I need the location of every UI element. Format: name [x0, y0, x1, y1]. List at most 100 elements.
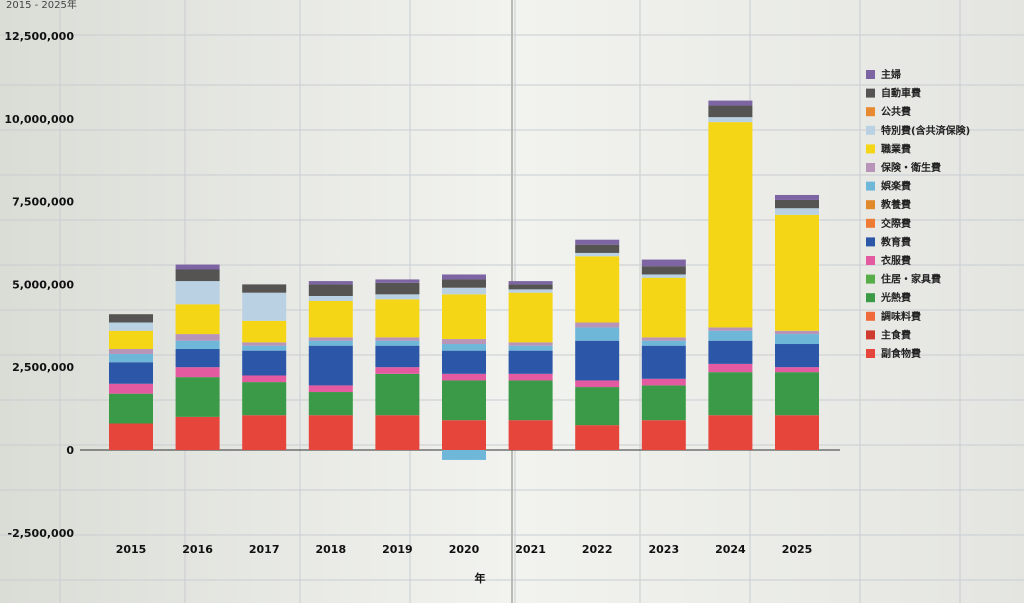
bar-segment: [508, 292, 553, 343]
bar-segment: [775, 367, 819, 373]
legend-label: 職業費: [881, 142, 911, 155]
bar-segment: [442, 373, 486, 381]
bar-segment: [109, 423, 153, 450]
bar-segment: [109, 330, 153, 349]
legend-label: 調味料費: [881, 310, 921, 323]
bar-segment: [575, 256, 620, 323]
bar-segment: [508, 380, 553, 421]
bar-segment: [375, 373, 420, 416]
bar-segment: [775, 199, 819, 209]
bar-segment: [109, 362, 153, 384]
bar-segment: [308, 385, 353, 393]
header-fragment: 2015 - 2025年: [6, 0, 77, 11]
bar-segment: [175, 264, 220, 270]
y-tick-label: 7,500,000: [12, 196, 74, 209]
bar-segment: [641, 337, 686, 341]
bar-segment: [775, 208, 819, 215]
bar-segment: [375, 340, 420, 346]
bar-segment: [442, 350, 486, 374]
bar-segment: [708, 117, 753, 123]
bar-segment: [175, 340, 220, 349]
legend-swatch: [866, 125, 875, 135]
legend-swatch: [866, 107, 875, 117]
bar-segment: [775, 344, 819, 368]
y-tick-label: 0: [66, 444, 74, 457]
bar-segment: [175, 377, 220, 417]
bar-segment: [708, 372, 753, 416]
y-tick-label: -2,500,000: [8, 527, 75, 540]
bar-segment: [575, 327, 620, 341]
legend-label: 公共費: [881, 105, 911, 118]
y-tick-label: 12,500,000: [4, 30, 74, 43]
bar-segment: [308, 284, 353, 296]
bar-segment: [708, 122, 753, 328]
legend-swatch: [866, 237, 875, 247]
x-tick-label: 2022: [582, 543, 613, 556]
bar-segment: [442, 287, 486, 295]
bar-segment: [508, 281, 553, 285]
bar-segment: [641, 277, 686, 338]
legend-swatch: [866, 70, 875, 79]
x-tick-label: 2025: [782, 543, 813, 556]
bar-segment: [442, 344, 486, 351]
bar-segment: [175, 348, 220, 368]
x-tick-label: 2021: [515, 543, 546, 556]
bar-segment: [242, 350, 287, 376]
legend-label: 自動車費: [881, 87, 921, 100]
bar-segment: [641, 340, 686, 346]
legend-label: 主婦: [881, 68, 901, 81]
bar-segment: [508, 350, 553, 374]
bar-segment: [375, 367, 420, 374]
bar-segment: [708, 330, 753, 341]
bar-segment: [242, 284, 287, 293]
bar-segment: [775, 194, 819, 200]
legend-label: 衣服費: [881, 254, 911, 267]
bar-segment: [175, 281, 220, 305]
legend-label: 主食費: [881, 328, 911, 341]
bar-segment: [708, 327, 753, 331]
x-tick-label: 2024: [715, 543, 746, 556]
legend-label: 教育費: [880, 235, 911, 248]
bar-segment: [308, 295, 353, 301]
bar-segment: [508, 284, 553, 290]
legend-swatch: [866, 349, 875, 358]
legend-label: 光熱費: [880, 291, 911, 304]
legend-swatch: [866, 200, 875, 210]
legend-label: 教養費: [880, 198, 911, 211]
bar-segment: [708, 415, 753, 450]
bar-segment: [442, 294, 486, 340]
bar-segment: [641, 266, 686, 275]
bar-segment: [109, 314, 153, 323]
bar-segment: [308, 300, 353, 338]
bar-segment: [175, 367, 220, 378]
legend-swatch: [866, 274, 875, 284]
legend-swatch: [866, 293, 875, 303]
legend-label: 住居・家具費: [881, 273, 941, 286]
legend-swatch: [866, 218, 875, 228]
y-tick-label: 2,500,000: [12, 361, 74, 374]
bar-segment: [308, 415, 353, 450]
x-axis-title: 年: [475, 571, 486, 585]
legend-swatch: [866, 181, 875, 191]
legend-label: 保険・衛生費: [880, 161, 941, 174]
bar-segment: [109, 393, 153, 424]
bar-segment: [641, 420, 686, 450]
legend-label: 交際費: [881, 217, 911, 230]
bar-segment: [375, 337, 420, 341]
bar-segment: [508, 342, 553, 346]
bar-segment: [442, 380, 486, 421]
bar-segment: [442, 274, 486, 280]
bar-segment: [242, 375, 287, 383]
legend-label: 娯楽費: [881, 180, 911, 193]
x-tick-label: 2016: [182, 543, 213, 556]
bar-segment: [575, 340, 620, 381]
bar-segment: [508, 420, 553, 450]
bar-segment: [242, 415, 287, 450]
bar-segment: [641, 345, 686, 379]
bar-segment: [109, 348, 153, 354]
bar-segment-negative: [442, 450, 486, 460]
bar-segment: [109, 353, 153, 363]
bar-segment: [242, 382, 287, 416]
